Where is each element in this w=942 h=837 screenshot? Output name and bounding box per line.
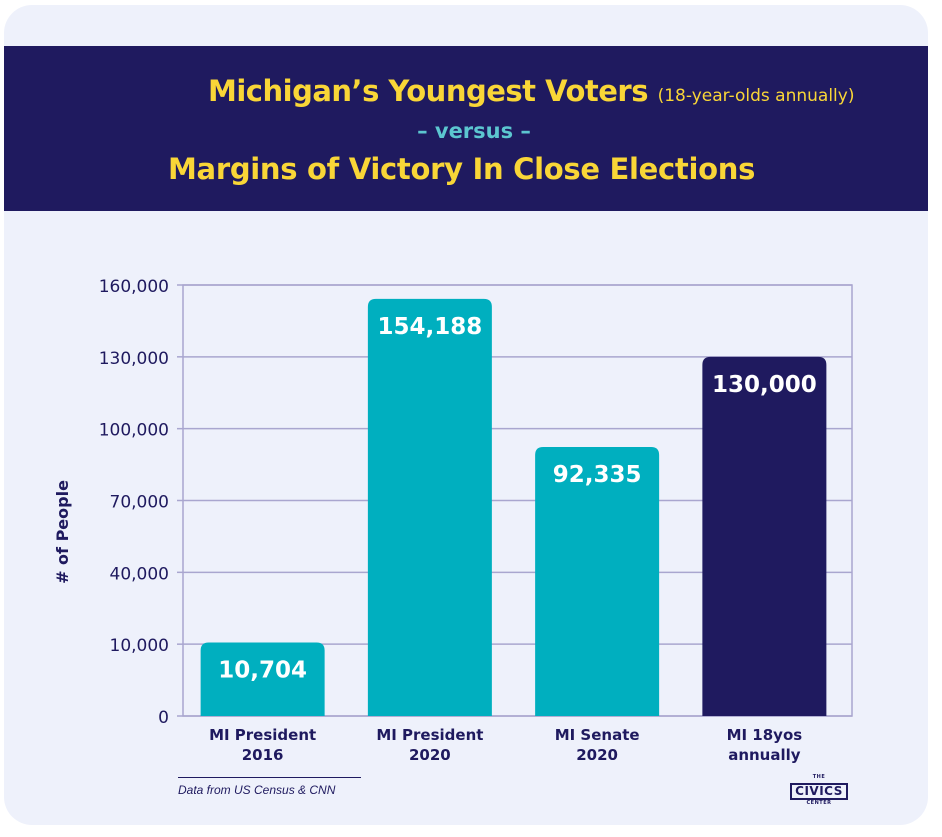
x-category-label: MI 18yos xyxy=(727,726,803,744)
bar-value-label: 10,704 xyxy=(218,657,307,683)
bar-value-label: 130,000 xyxy=(712,372,817,398)
logo-top-text: THE xyxy=(812,774,826,780)
bar-value-label: 154,188 xyxy=(377,314,482,340)
title-banner: Michigan’s Youngest Voters (18-year-olds… xyxy=(4,46,928,211)
source-note: Data from US Census & CNN xyxy=(178,777,361,797)
civics-center-logo: THE CIVICS CENTER xyxy=(786,774,852,806)
x-category-label: annually xyxy=(728,746,801,764)
y-tick-label: 40,000 xyxy=(110,564,169,584)
x-category-label: MI President xyxy=(376,726,483,744)
y-tick-label: 100,000 xyxy=(99,421,169,441)
logo-main-text: CIVICS xyxy=(790,783,848,800)
title-subtitle: (18-year-olds annually) xyxy=(657,86,855,106)
bar xyxy=(535,447,660,716)
x-category-label: 2020 xyxy=(576,746,618,764)
y-tick-label: 160,000 xyxy=(99,277,169,297)
bar-value-label: 92,335 xyxy=(553,462,642,488)
x-category-label: MI President xyxy=(209,726,316,744)
y-tick-label: 10,000 xyxy=(110,636,169,656)
y-tick-label: 0 xyxy=(158,708,169,728)
bar xyxy=(367,298,492,716)
y-tick-label: 70,000 xyxy=(110,493,169,513)
title-main: Michigan’s Youngest Voters xyxy=(208,74,649,108)
x-category-label: 2016 xyxy=(242,746,284,764)
bar xyxy=(200,642,325,716)
x-category-label: 2020 xyxy=(409,746,451,764)
versus-label: – versus – xyxy=(417,119,531,143)
logo-bottom-text: CENTER xyxy=(806,800,832,806)
bar xyxy=(702,356,827,716)
y-axis-label: # of People xyxy=(53,480,72,584)
chart-title: Michigan’s Youngest Voters (18-year-olds… xyxy=(208,74,854,108)
y-tick-label: 130,000 xyxy=(99,349,169,369)
x-category-label: MI Senate xyxy=(555,726,640,744)
chart-title-second: Margins of Victory In Close Elections xyxy=(168,152,756,186)
